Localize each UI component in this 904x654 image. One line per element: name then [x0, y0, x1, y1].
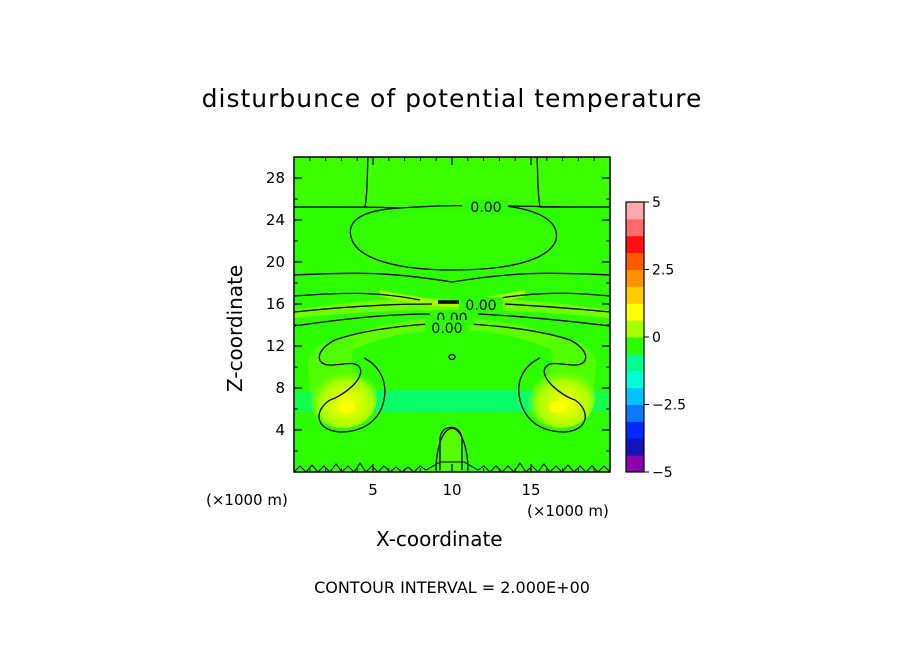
colorbar-label-0: 5 [652, 195, 661, 211]
y-tick-label-6: 28 [266, 169, 285, 187]
x-tick-label-2: 15 [521, 481, 540, 499]
x-tick-label-0: 5 [368, 481, 378, 499]
colorbar-swatch-2 [626, 421, 644, 439]
y-tick-label-1: 8 [275, 379, 285, 397]
y-tick-label-4: 20 [266, 253, 285, 271]
colorbar-swatch-1 [626, 438, 644, 456]
y-tick-label-5: 24 [266, 211, 285, 229]
contour-label-bg-1 [459, 297, 503, 312]
y-tick-label-3: 16 [266, 295, 285, 313]
colorbar-swatch-14 [626, 218, 644, 237]
colorbar-swatch-0 [626, 455, 644, 473]
colorbar-swatch-12 [626, 252, 644, 270]
colorbar-swatch-11 [626, 269, 644, 287]
contour-lines [294, 157, 610, 471]
colorbar-label-3: −2.5 [652, 398, 686, 414]
y-tick-label-0: 4 [275, 421, 285, 439]
colorbar-swatch-6 [626, 353, 644, 372]
y-tick-label-2: 12 [266, 337, 285, 355]
contour-interval-note: CONTOUR INTERVAL = 2.000E+00 [314, 578, 590, 597]
chart-title: disturbunce of potential temperature [201, 84, 703, 113]
x-tick-label-1: 10 [442, 481, 461, 499]
contour-label-bg-0 [464, 199, 508, 214]
y-unit-label: (×1000 m) [527, 502, 609, 520]
y-axis-label: Z-coordinate [223, 264, 247, 392]
colorbar-swatch-4 [626, 387, 644, 405]
colorbar-swatch-3 [626, 404, 644, 422]
x-unit-label: (×1000 m) [206, 491, 288, 509]
colorbar-swatch-7 [626, 337, 644, 355]
colorbar-swatch-15 [626, 202, 644, 220]
colorbar-label-2: 0 [652, 330, 661, 346]
colorbar-label-4: −5 [652, 465, 673, 481]
colorbar-swatch-13 [626, 235, 644, 254]
x-axis-label: X-coordinate [376, 527, 503, 551]
contour-label-0: 0.00 [470, 200, 501, 216]
colorbar-label-1: 2.5 [652, 263, 674, 279]
colorbar-swatch-10 [626, 286, 644, 304]
contour-label-3: 0.00 [431, 321, 462, 337]
colorbar-swatch-5 [626, 370, 644, 389]
contour-label-bg-3 [425, 320, 469, 335]
colorbar-swatch-9 [626, 303, 644, 321]
colorbar-swatch-8 [626, 320, 644, 338]
